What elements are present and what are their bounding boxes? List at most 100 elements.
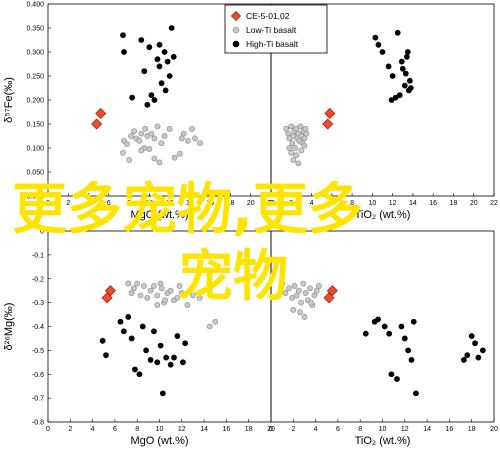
x-tick-label: 22 [267,200,275,207]
point-ce5 [326,285,338,297]
point-low-ti [151,135,158,142]
panel-bottom-right: 0 2 4 6 8 10 12 14 16 18 20 TiO₂ (wt.%) [269,230,498,447]
point-low-ti [301,135,308,142]
y-tick-label: -0.6 [32,372,44,379]
point-high-ti [404,49,411,55]
x-tick-label: 10 [368,200,376,207]
point-high-ti [161,49,168,55]
point-high-ti [182,340,189,347]
y-tick-label: -0.2 [32,276,44,283]
point-low-ti [288,149,295,156]
x-tick-label: 10 [145,200,153,207]
point-low-ti [190,292,196,299]
point-high-ti [164,58,171,65]
point-high-ti [167,361,174,368]
x-tick-label: 16 [446,426,454,433]
point-high-ti [151,328,157,335]
point-high-ti [405,347,412,354]
point-low-ti [157,280,164,287]
point-low-ti [156,159,163,166]
point-low-ti [289,140,296,147]
point-high-ti [125,314,132,320]
point-high-ti [156,41,163,48]
point-low-ti [295,287,302,294]
legend-label: Low-Ti basalt [246,25,297,35]
point-high-ti [406,77,413,84]
y-tick-label: 0 [40,229,44,236]
point-low-ti [154,302,161,308]
point-high-ti [180,359,186,366]
point-low-ti [286,145,293,151]
point-low-ti [154,292,161,299]
legend-label: CE-5-01,02 [246,11,290,21]
x-tick-label: 18 [245,426,253,433]
point-low-ti [184,137,191,144]
x-tick-label: 2 [68,426,72,433]
point-high-ti [408,357,415,363]
point-low-ti [166,125,173,132]
point-low-ti [180,130,187,137]
point-high-ti [375,316,381,323]
x-tick-label: 2 [66,200,70,207]
x-tick-label: 22 [490,200,498,207]
point-high-ti [136,371,143,378]
point-low-ti [142,125,149,132]
point-low-ti [298,299,305,306]
point-low-ti [290,306,297,313]
point-high-ti [166,73,173,79]
point-low-ti [301,142,308,149]
x-tick-label: 0 [269,426,273,433]
point-high-ti [174,333,181,339]
point-high-ti [141,68,148,75]
watermark: 更多宠物,更多 宠物 [12,177,363,308]
point-high-ti [399,65,406,72]
point-high-ti [147,357,154,363]
x-tick-label: 18 [450,200,458,207]
x-tick-label: 14 [409,200,417,207]
x-tick-label: 16 [429,200,437,207]
point-low-ti [131,128,138,135]
point-high-ti [129,94,136,101]
point-low-ti [316,283,322,289]
point-low-ti [196,294,203,301]
y-tick-label: 0.250 [26,74,44,81]
y-tick-label: 0.100 [26,146,44,153]
point-low-ti [282,290,289,296]
point-high-ti [410,318,417,325]
point-high-ti [464,352,471,359]
point-high-ti [381,323,388,330]
point-high-ti [171,354,177,361]
point-high-ti [138,37,145,43]
point-low-ti [178,290,185,296]
point-high-ti [394,376,400,382]
point-high-ti [375,41,382,48]
point-low-ti [126,157,132,163]
point-high-ti [394,29,401,36]
point-low-ti [279,280,286,287]
point-low-ti [302,290,309,296]
point-low-ti [295,160,302,167]
point-high-ti [158,80,165,87]
point-low-ti [176,283,183,289]
point-low-ti [125,280,132,287]
watermark-line-1: 更多宠物,更多 [12,177,363,241]
y-axis-label: δ⁵⁷Fe(‰) [3,77,15,123]
point-low-ti [192,135,198,142]
point-high-ti [401,82,408,89]
x-tick-label: 20 [247,200,255,207]
point-ce5 [322,118,334,130]
point-high-ti [170,53,177,60]
x-tick-label: 2 [289,200,293,207]
x-tick-label: 12 [389,200,397,207]
point-low-ti [140,283,147,289]
point-low-ti [184,302,191,308]
point-low-ti [291,283,298,289]
point-ce5 [91,118,103,130]
point-low-ti [302,125,309,132]
point-high-ti [468,333,475,339]
point-high-ti [385,63,392,70]
x-axis-label: MgO (wt.%) [130,435,188,447]
y-tick-label: -0.3 [32,300,44,307]
point-high-ti [121,49,127,55]
point-low-ti [303,130,310,137]
